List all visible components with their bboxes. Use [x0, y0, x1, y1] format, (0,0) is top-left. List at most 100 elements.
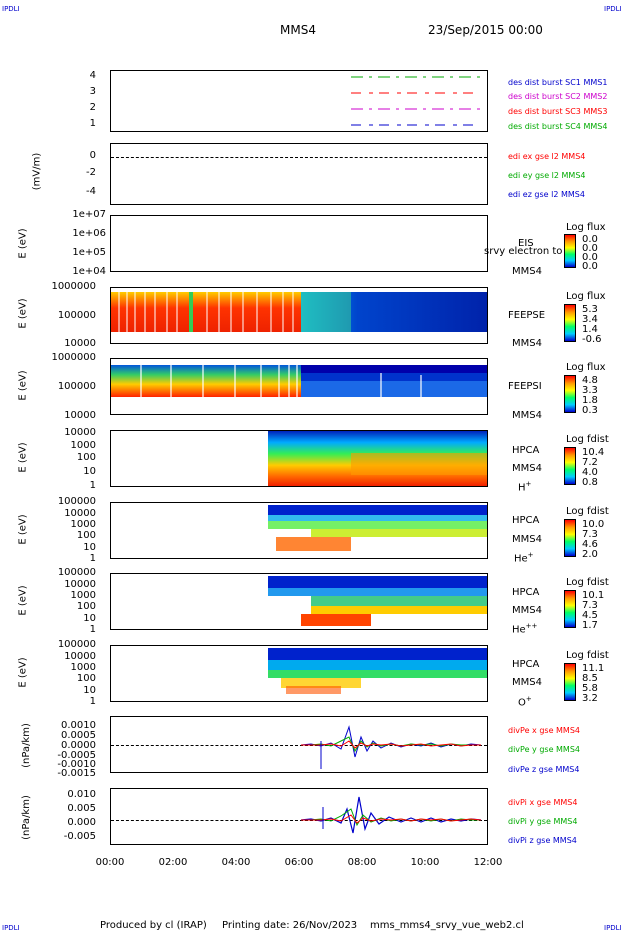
p4-spacecraft: MMS4	[512, 338, 542, 349]
p6-ytick-2: 100	[76, 452, 96, 463]
burst-segments	[351, 76, 481, 126]
xtick-0: 00:00	[95, 857, 125, 868]
zero-line	[111, 820, 487, 821]
p8-cbar-title: Log fdist	[566, 577, 609, 588]
p9-species: O+	[518, 695, 532, 709]
p7-cbar-v3: 2.0	[582, 549, 598, 560]
p5-cbar-v2: 1.8	[582, 395, 598, 406]
xtick-3: 06:00	[284, 857, 314, 868]
p6-ylabel: E (eV)	[17, 442, 29, 473]
p3-cbar-v2: 0.0	[582, 252, 598, 263]
panel-hpca-h	[110, 430, 488, 487]
corner-tag-tl: IPDLI	[2, 5, 20, 13]
p5-ylabel: E (eV)	[17, 370, 29, 401]
p8-ytick-1: 10000	[64, 579, 96, 590]
xtick-6: 12:00	[473, 857, 503, 868]
panel-divpe	[110, 716, 488, 773]
p7-cbar-v2: 4.6	[582, 539, 598, 550]
p3-cbar-v1: 0.0	[582, 243, 598, 254]
p3-overlay-text: srvy electron to	[484, 246, 563, 257]
p3-cbar-v3: 0.0	[582, 261, 598, 272]
p3-ytick-1: 1e+06	[72, 228, 106, 239]
p7-species: He+	[514, 551, 534, 565]
p6-cbar-v3: 0.8	[582, 477, 598, 488]
p9-ytick-4: 10	[83, 685, 96, 696]
p1-ytick-3: 1	[89, 118, 96, 129]
panel-eis	[110, 215, 488, 272]
p6-instrument: HPCA	[512, 445, 540, 456]
p10-ytick-4: -0.0010	[57, 759, 96, 770]
p4-cbar-v3: -0.6	[582, 334, 602, 345]
p7-ytick-3: 100	[76, 530, 96, 541]
p8-ytick-0: 100000	[57, 567, 96, 578]
p4-ytick-2: 10000	[64, 338, 96, 349]
p7-cbar-v0: 10.0	[582, 519, 605, 530]
p7-cbar-v1: 7.3	[582, 529, 598, 540]
p1-ytick-2: 2	[89, 102, 96, 113]
p9-ytick-0: 100000	[57, 639, 96, 650]
footer-produced: Produced by cl (IRAP)	[100, 920, 207, 931]
p9-instrument: HPCA	[512, 659, 540, 670]
p9-ytick-5: 1	[89, 696, 96, 707]
p8-cbar-v3: 1.7	[582, 620, 598, 631]
p9-spacecraft: MMS4	[512, 677, 542, 688]
p7-ytick-0: 100000	[57, 496, 96, 507]
p8-ytick-5: 1	[89, 624, 96, 635]
footer-file: mms_mms4_srvy_vue_web2.cl	[370, 920, 524, 931]
xtick-2: 04:00	[221, 857, 251, 868]
p10-label-0: divPe x gse MMS4	[508, 726, 580, 735]
p5-cbar-v3: 0.3	[582, 405, 598, 416]
p5-ytick-2: 10000	[64, 410, 96, 421]
p8-spacecraft: MMS4	[512, 605, 542, 616]
p3-ytick-3: 1e+04	[72, 266, 106, 277]
corner-tag-bl: IPDLI	[2, 924, 20, 932]
p9-ytick-1: 10000	[64, 651, 96, 662]
p4-colorbar	[564, 304, 576, 342]
p2-ytick-0: 0	[89, 150, 96, 161]
p9-cbar-v1: 8.5	[582, 673, 598, 684]
p1-label-3: des dist burst SC4 MMS4	[508, 122, 608, 131]
panel-hpca-o	[110, 645, 488, 702]
panel-edi-efield	[110, 143, 488, 205]
p9-cbar-title: Log fdist	[566, 650, 609, 661]
date-title: 23/Sep/2015 00:00	[428, 23, 543, 37]
panel-feepse	[110, 287, 488, 344]
p3-instrument: EIS	[518, 238, 534, 249]
p6-spacecraft: MMS4	[512, 463, 542, 474]
p8-cbar-v2: 4.5	[582, 610, 598, 621]
p8-ytick-3: 100	[76, 601, 96, 612]
xtick-5: 10:00	[410, 857, 440, 868]
p4-instrument: FEEPSE	[508, 310, 546, 321]
p3-cbar-title: Log flux	[566, 222, 606, 233]
p6-species: H+	[518, 480, 532, 494]
divpe-traces	[300, 725, 482, 769]
p11-ytick-0: 0.010	[67, 789, 96, 800]
p6-ytick-3: 10	[83, 466, 96, 477]
p8-colorbar	[564, 590, 576, 628]
p10-ytick-1: 0.0005	[61, 730, 96, 741]
p5-cbar-title: Log flux	[566, 362, 606, 373]
p3-cbar-v0: 0.0	[582, 234, 598, 245]
p4-ytick-0: 1000000	[51, 281, 96, 292]
p2-label-0: edi ex gse l2 MMS4	[508, 152, 586, 161]
p6-cbar-title: Log fdist	[566, 434, 609, 445]
hpca-h-spectrogram	[268, 431, 487, 486]
panel-feepsi	[110, 358, 488, 415]
p6-ytick-0: 10000	[64, 427, 96, 438]
p5-ytick-0: 1000000	[51, 352, 96, 363]
panel-hpca-he	[110, 502, 488, 559]
p4-ytick-1: 100000	[57, 310, 96, 321]
panel-divpi	[110, 788, 488, 845]
p1-label-2: des dist burst SC3 MMS3	[508, 107, 608, 116]
p6-ytick-1: 1000	[70, 440, 96, 451]
p7-ylabel: E (eV)	[17, 514, 29, 545]
feepse-gaps	[118, 292, 294, 332]
p3-colorbar	[564, 234, 576, 268]
p8-cbar-v1: 7.3	[582, 600, 598, 611]
p1-label-1: des dist burst SC2 MMS2	[508, 92, 608, 101]
corner-tag-br: IPDLI	[604, 924, 622, 932]
p9-cbar-v3: 3.2	[582, 693, 598, 704]
p11-ytick-2: 0.000	[67, 817, 96, 828]
panel-burst-intervals	[110, 70, 488, 132]
p1-ytick-0: 4	[89, 70, 96, 81]
